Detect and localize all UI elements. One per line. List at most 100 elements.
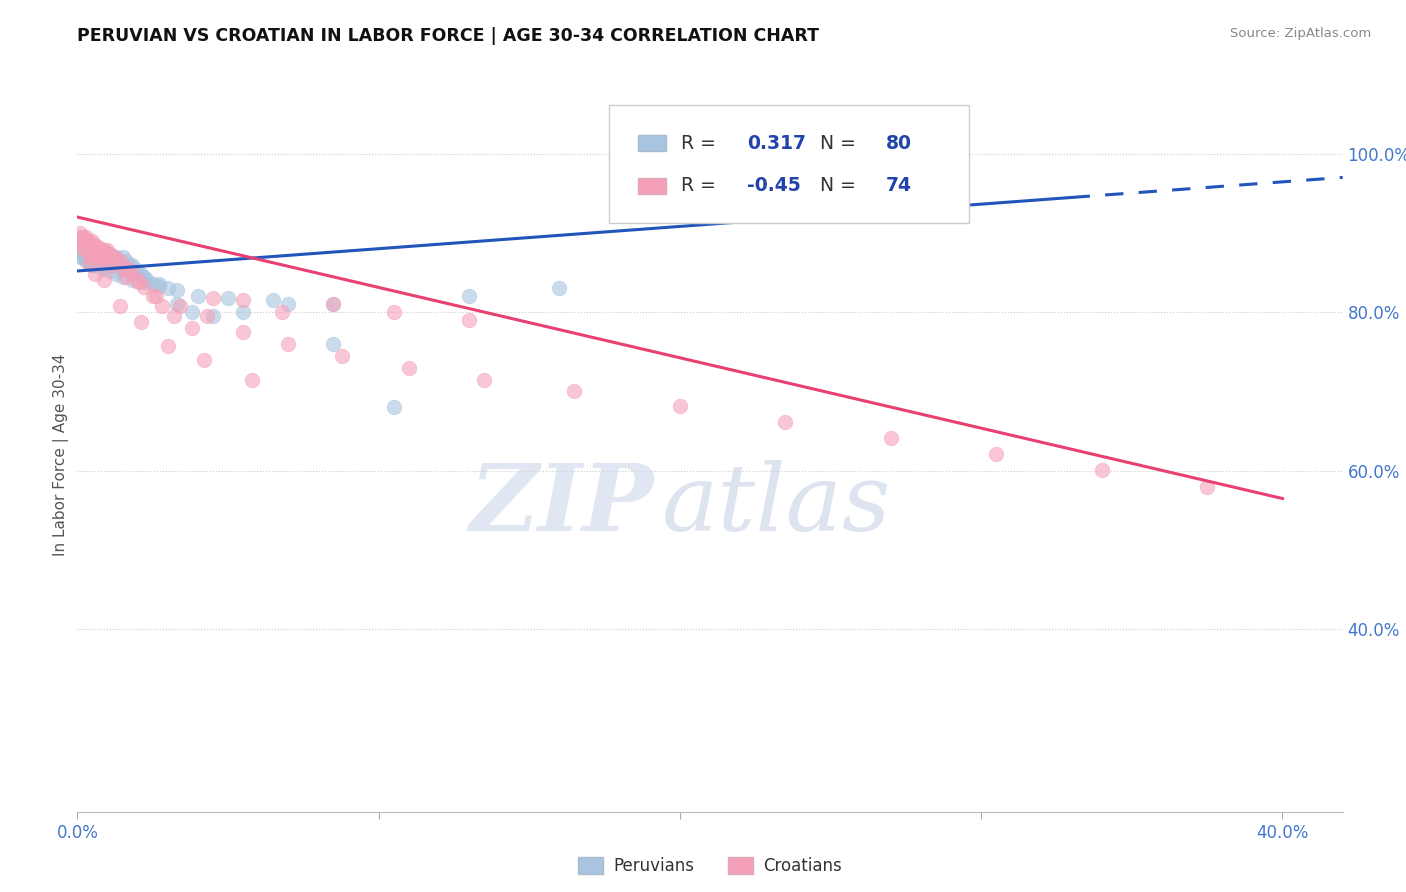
Point [262, 293, 284, 308]
Point [79, 250, 101, 264]
Point [150, 299, 173, 313]
Point [90, 250, 112, 264]
Point [277, 297, 299, 311]
Text: N =: N = [820, 177, 862, 195]
Point [79, 245, 101, 260]
Point [145, 289, 167, 303]
Point [1091, 463, 1114, 477]
Point [114, 269, 136, 284]
Point [132, 280, 155, 294]
Point [72, 230, 94, 244]
Point [105, 252, 128, 266]
Text: -0.45: -0.45 [747, 177, 800, 195]
Point [135, 273, 157, 287]
Point [111, 269, 134, 284]
Point [193, 352, 215, 367]
Point [100, 247, 122, 261]
Point [75, 245, 97, 260]
Point [986, 447, 1008, 461]
Y-axis label: In Labor Force | Age 30-34: In Labor Force | Age 30-34 [53, 353, 69, 557]
Point [82, 245, 104, 260]
Point [232, 293, 254, 308]
Point [82, 258, 104, 272]
Point [132, 269, 155, 284]
Point [72, 237, 94, 252]
Point [148, 277, 170, 292]
Point [90, 245, 112, 260]
Point [217, 291, 239, 305]
Point [72, 237, 94, 252]
Point [180, 321, 202, 335]
Point [880, 431, 903, 445]
Point [121, 267, 143, 281]
Legend: Peruvians, Croatians: Peruvians, Croatians [572, 850, 848, 882]
Point [277, 337, 299, 351]
Point [117, 261, 139, 276]
Point [96, 244, 118, 258]
Point [100, 264, 122, 278]
FancyBboxPatch shape [638, 136, 666, 151]
Point [84, 267, 107, 281]
Point [69, 230, 91, 244]
Point [180, 305, 202, 319]
Point [332, 349, 354, 363]
Text: R =: R = [681, 134, 721, 153]
Point [69, 242, 91, 256]
Point [93, 273, 115, 287]
Point [72, 245, 94, 260]
Point [79, 242, 101, 256]
Point [103, 250, 125, 264]
Point [79, 245, 101, 260]
Point [75, 242, 97, 256]
Point [69, 245, 91, 260]
Point [82, 250, 104, 264]
Point [82, 242, 104, 256]
Point [398, 360, 420, 375]
Point [669, 399, 692, 413]
Point [117, 258, 139, 272]
Point [1197, 480, 1219, 494]
Point [105, 258, 128, 272]
Point [775, 415, 797, 429]
Point [75, 253, 97, 268]
Point [84, 250, 107, 264]
FancyBboxPatch shape [609, 105, 970, 223]
Text: R =: R = [681, 177, 721, 195]
Point [79, 256, 101, 270]
Point [75, 250, 97, 264]
Point [82, 245, 104, 260]
Point [201, 309, 224, 323]
Text: PERUVIAN VS CROATIAN IN LABOR FORCE | AGE 30-34 CORRELATION CHART: PERUVIAN VS CROATIAN IN LABOR FORCE | AG… [77, 27, 820, 45]
Point [458, 289, 481, 303]
Point [103, 253, 125, 268]
Text: 80: 80 [886, 134, 912, 153]
Text: 0.317: 0.317 [747, 134, 806, 153]
Point [232, 305, 254, 319]
Point [93, 253, 115, 268]
Point [163, 309, 186, 323]
Point [93, 261, 115, 276]
Point [75, 250, 97, 264]
Point [105, 250, 128, 264]
Point [156, 281, 179, 295]
Point [100, 250, 122, 264]
Point [87, 245, 110, 260]
Point [90, 242, 112, 256]
Point [75, 237, 97, 252]
Point [72, 250, 94, 264]
Point [82, 258, 104, 272]
Point [121, 273, 143, 287]
Point [108, 253, 131, 268]
Point [84, 245, 107, 260]
Text: ZIP: ZIP [468, 460, 654, 549]
Point [166, 297, 188, 311]
Point [322, 337, 344, 351]
Point [93, 244, 115, 258]
Point [79, 237, 101, 252]
Point [129, 315, 152, 329]
Point [69, 250, 91, 264]
Point [87, 259, 110, 273]
Point [121, 258, 143, 272]
Point [72, 234, 94, 248]
Point [96, 252, 118, 266]
